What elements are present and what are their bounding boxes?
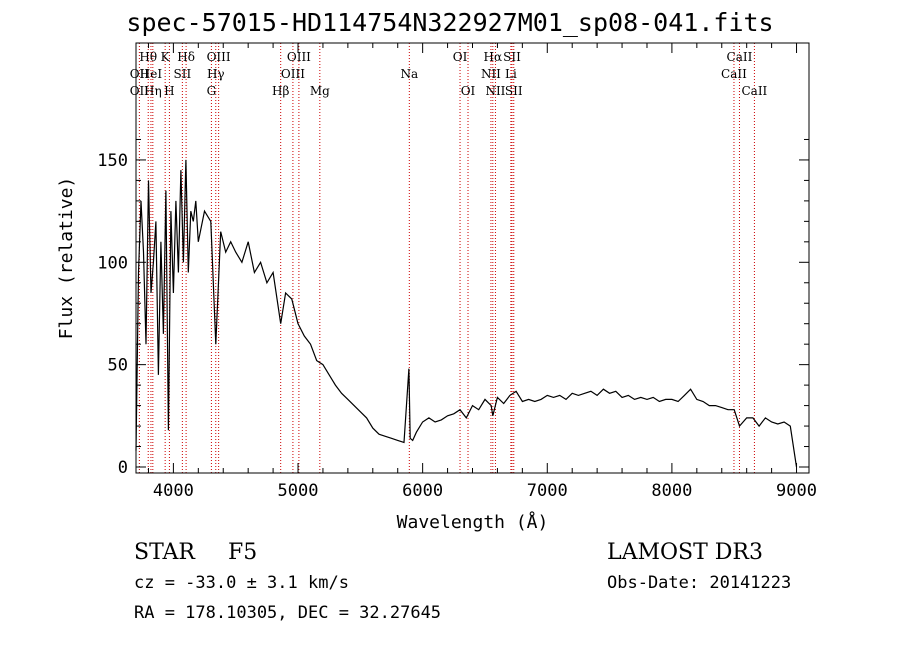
line-label: SII	[174, 67, 192, 81]
object-class: STAR	[134, 540, 195, 565]
line-label: CaII	[727, 50, 753, 64]
x-tick-label: 6000	[402, 481, 443, 501]
line-label: OI	[461, 84, 476, 98]
x-tick-label: 7000	[527, 481, 568, 501]
x-tick-label: 8000	[651, 481, 692, 501]
line-label: OIII	[207, 50, 231, 64]
line-label: Hθ	[139, 50, 157, 64]
line-label: CaII	[741, 84, 767, 98]
survey-name: LAMOST DR3	[607, 540, 763, 565]
line-label: Li	[505, 67, 517, 81]
line-label: NII	[481, 67, 501, 81]
line-label: Hδ	[177, 50, 195, 64]
line-label: H	[164, 84, 174, 98]
line-label: OI	[453, 50, 468, 64]
line-label: Hγ	[207, 67, 225, 81]
spectrum-line	[135, 159, 798, 468]
line-label: CaII	[721, 67, 747, 81]
x-tick-label: 5000	[278, 481, 319, 501]
line-label: NII	[485, 84, 505, 98]
y-tick-label: 50	[108, 356, 128, 376]
line-label: Hα	[484, 50, 503, 64]
line-label: G	[207, 84, 217, 98]
x-tick-label: 9000	[776, 481, 817, 501]
line-label: K	[161, 50, 171, 64]
axes: 4000 5000 6000 7000 8000 9000 0 50 100 150 Wavelen…	[56, 42, 817, 533]
coordinates-text: RA = 178.10305, DEC = 32.27645	[134, 603, 442, 623]
redshift-text: cz = -33.0 ± 3.1 km/s	[134, 573, 349, 593]
plot-frame	[135, 42, 810, 474]
x-tick-label: 4000	[153, 481, 194, 501]
chart-title: spec-57015-HD114754N322927M01_sp08-041.f…	[126, 8, 774, 37]
line-label: Mg	[310, 84, 330, 98]
line-label: SII	[503, 50, 521, 64]
object-subclass: F5	[228, 540, 258, 565]
line-label: SII	[505, 84, 523, 98]
y-tick-label: 0	[118, 458, 128, 478]
y-tick-label: 150	[97, 151, 128, 171]
y-axis-label: Flux (relative)	[56, 177, 77, 340]
obs-date-text: Obs-Date: 20141223	[607, 573, 792, 593]
line-label: OIII	[281, 67, 305, 81]
x-axis-label: Wavelength (Å)	[397, 511, 549, 533]
line-markers	[138, 43, 755, 473]
spectrum-series	[135, 159, 798, 468]
y-tick-label: 100	[97, 253, 128, 273]
line-label: Hβ	[272, 84, 289, 98]
line-label: Hη	[144, 84, 162, 98]
line-label: OIII	[287, 50, 311, 64]
line-label: OII	[130, 84, 150, 98]
line-label: OII	[130, 67, 150, 81]
line-label: Na	[400, 67, 418, 81]
line-label: HeI	[140, 67, 163, 81]
